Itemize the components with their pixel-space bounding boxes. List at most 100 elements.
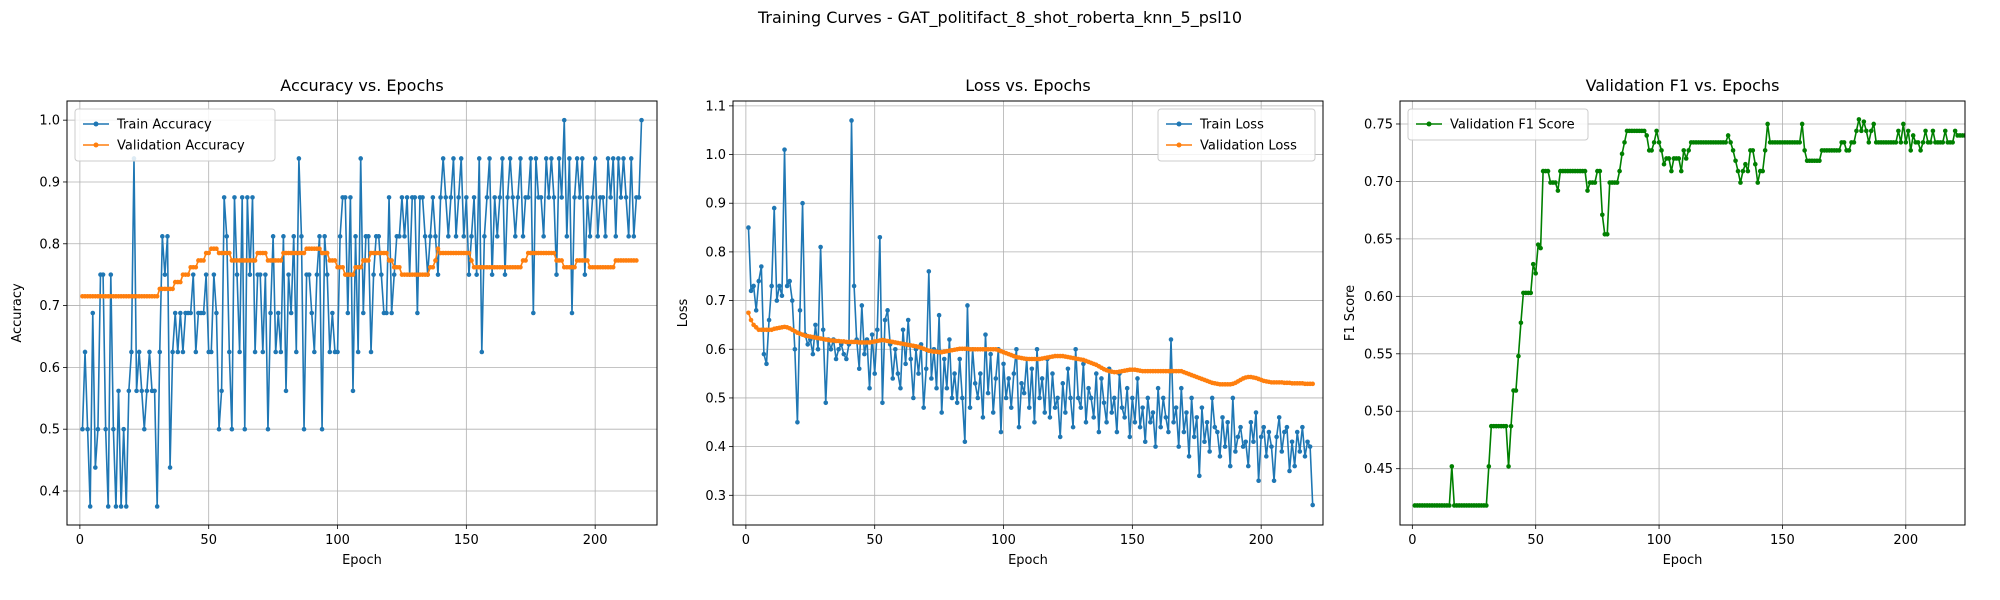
accuracy-train-accuracy-point	[484, 195, 490, 200]
loss-train-loss-point	[1209, 395, 1215, 401]
loss-train-loss-point	[957, 356, 963, 362]
loss-train-loss-point	[1021, 390, 1027, 396]
loss-train-loss-point	[1137, 424, 1143, 430]
accuracy-validation-accuracy-point	[324, 250, 330, 256]
accuracy-train-accuracy-point	[549, 156, 554, 161]
accuracy-train-accuracy-point	[116, 388, 121, 394]
loss-train-loss-point	[877, 235, 883, 240]
accuracy-train-accuracy-point	[82, 349, 88, 355]
loss-train-loss-point	[792, 346, 798, 352]
loss-ytick-label: 0.6	[705, 343, 726, 358]
accuracy-train-accuracy-point	[438, 195, 443, 200]
f1-validation-f1-score-point	[1893, 140, 1899, 145]
loss-train-loss-point	[1073, 346, 1078, 352]
f1-validation-f1-score-point	[1644, 133, 1650, 138]
loss-train-loss-point	[988, 351, 993, 357]
loss-train-loss-point	[1160, 395, 1166, 401]
loss-train-loss-point	[800, 200, 805, 206]
loss-train-loss-point	[1279, 449, 1285, 454]
f1-validation-f1-score-point	[1755, 180, 1761, 185]
loss-train-loss-point	[1199, 405, 1205, 410]
loss-train-loss-point	[936, 312, 942, 318]
accuracy-train-accuracy-point	[152, 388, 157, 394]
f1-validation-f1-score-point	[1970, 133, 1975, 138]
accuracy-train-accuracy-point	[579, 156, 585, 161]
loss-validation-loss-point	[1310, 381, 1315, 387]
loss-train-loss-point	[1140, 405, 1145, 410]
accuracy-train-accuracy-point	[80, 426, 85, 432]
f1-validation-f1-score-point	[1864, 128, 1869, 134]
accuracy-series-train-accuracy	[80, 117, 644, 509]
f1-validation-f1-score-point	[1930, 128, 1936, 134]
f1-validation-f1-score-point	[1553, 180, 1558, 185]
accuracy-train-accuracy-point	[502, 272, 508, 277]
accuracy-train-accuracy-point	[489, 272, 495, 277]
accuracy-legend-box	[74, 108, 276, 162]
f1-validation-f1-score-point	[1508, 423, 1514, 429]
accuracy-train-accuracy-point	[404, 195, 410, 200]
f1-legend: Validation F1 Score	[1407, 108, 1589, 141]
loss-train-loss-point	[1050, 371, 1055, 376]
f1-validation-f1-score-point	[1817, 158, 1822, 164]
f1-validation-f1-score-point	[1516, 353, 1521, 359]
loss-train-loss-point	[753, 308, 759, 313]
accuracy-validation-accuracy-point	[572, 264, 577, 270]
f1-validation-f1-score-point	[1752, 161, 1758, 167]
accuracy-train-accuracy-point	[479, 349, 485, 355]
accuracy-train-accuracy-point	[412, 195, 418, 200]
loss-xlabel: Epoch	[1008, 553, 1048, 568]
loss-train-loss-point	[1179, 385, 1184, 391]
accuracy-train-accuracy-point	[453, 234, 459, 239]
accuracy-train-accuracy-point	[510, 195, 516, 200]
loss-train-loss-point	[1124, 385, 1130, 391]
accuracy-train-accuracy-point	[330, 310, 335, 316]
loss-train-loss-point	[1055, 395, 1060, 401]
accuracy-train-accuracy-point	[275, 310, 281, 316]
loss-train-loss-point	[985, 390, 991, 396]
accuracy-train-accuracy-point	[265, 426, 271, 432]
loss-train-loss-point	[1104, 419, 1109, 425]
f1-validation-f1-score-point	[1666, 156, 1672, 161]
loss-train-loss-point	[941, 356, 947, 362]
loss-train-loss-point	[882, 317, 888, 323]
loss-train-loss-point	[1248, 419, 1254, 425]
f1-legend-label-validation-f1-score: Validation F1 Score	[1450, 118, 1575, 133]
f1-validation-f1-score-point	[1846, 148, 1852, 153]
loss-train-loss-point	[893, 346, 898, 352]
loss-train-loss-point	[1109, 410, 1115, 415]
loss-train-loss-point	[1274, 434, 1279, 440]
loss-train-loss-point	[1168, 337, 1174, 342]
f1-ytick-label: 0.45	[1364, 462, 1393, 477]
f1-validation-f1-score-point	[1856, 117, 1862, 122]
accuracy-train-accuracy-point	[487, 156, 492, 161]
accuracy-train-accuracy-point	[451, 156, 456, 161]
accuracy-train-accuracy-point	[345, 310, 351, 316]
accuracy-train-accuracy-point	[219, 388, 224, 394]
f1-validation-f1-score-point	[1728, 140, 1733, 145]
accuracy-train-accuracy-point	[600, 195, 606, 200]
f1-xtick-label: 0	[1408, 533, 1416, 548]
accuracy-train-accuracy-point	[618, 195, 624, 200]
loss-panel: 0 50 100 150 200 0.3 0.4 0.5 0.6 0.7 0.8 0.9 1.0 1.1 L…	[676, 76, 1324, 568]
accuracy-train-accuracy-point	[160, 234, 165, 239]
f1-validation-f1-score-point	[1730, 148, 1736, 153]
loss-train-loss-point	[751, 283, 756, 289]
loss-train-loss-point	[1186, 454, 1192, 459]
loss-train-loss-point	[874, 327, 880, 333]
accuracy-train-accuracy-point	[167, 465, 173, 470]
loss-train-loss-point	[1305, 439, 1310, 445]
loss-train-loss-point	[769, 283, 774, 289]
accuracy-xtick-label: 150	[454, 533, 479, 548]
loss-train-loss-point	[820, 327, 826, 333]
accuracy-train-accuracy-point	[190, 272, 196, 277]
loss-train-loss-point	[1292, 463, 1297, 469]
accuracy-train-accuracy-point	[348, 195, 353, 200]
accuracy-train-accuracy-point	[335, 349, 340, 355]
loss-ytick-label: 0.7	[705, 294, 726, 309]
accuracy-series-validation-accuracy	[80, 246, 639, 299]
accuracy-train-accuracy-point	[507, 156, 513, 161]
f1-legend-marker-validation-f1-score	[1426, 121, 1432, 127]
loss-train-loss-point	[1238, 424, 1243, 430]
accuracy-train-accuracy-point	[497, 195, 503, 200]
loss-train-loss-point	[1245, 463, 1251, 469]
